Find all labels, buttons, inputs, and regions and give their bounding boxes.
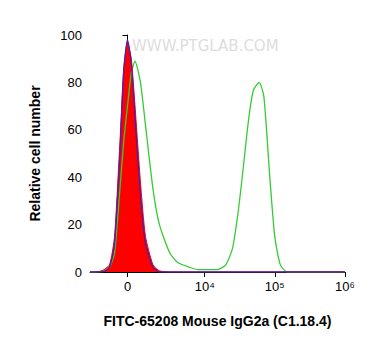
svg-text:Relative cell number: Relative cell number (27, 85, 43, 222)
svg-text:WWW.PTGLAB.COM: WWW.PTGLAB.COM (132, 37, 279, 55)
svg-text:0: 0 (124, 279, 131, 294)
svg-text:100: 100 (60, 28, 82, 43)
svg-text:0: 0 (75, 265, 82, 280)
svg-text:10⁵: 10⁵ (265, 279, 285, 294)
svg-text:40: 40 (68, 170, 82, 185)
svg-text:FITC-65208 Mouse IgG2a (C1.18.: FITC-65208 Mouse IgG2a (C1.18.4) (104, 313, 332, 329)
svg-text:20: 20 (68, 217, 82, 232)
svg-text:80: 80 (68, 75, 82, 90)
svg-text:10⁶: 10⁶ (335, 279, 355, 294)
svg-text:10⁴: 10⁴ (195, 279, 215, 294)
svg-text:60: 60 (68, 122, 82, 137)
